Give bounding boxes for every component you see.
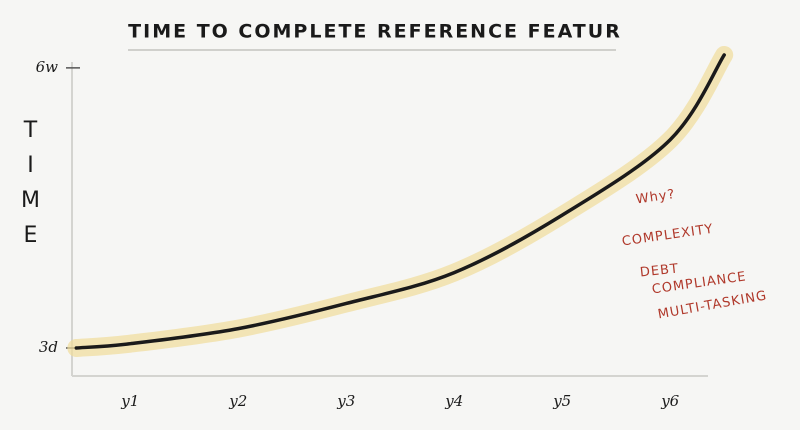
x-tick-label: y4 [444, 392, 463, 410]
chart-title: TIME TO COMPLETE REFERENCE FEATUR [128, 21, 622, 43]
x-tick-label: y1 [120, 392, 139, 410]
y-tick-label: 3d [39, 338, 58, 356]
highlight-band [67, 45, 734, 357]
x-tick-label: y5 [552, 392, 571, 410]
y-axis-label: TIME [18, 118, 43, 258]
x-tick-label: y3 [336, 392, 355, 410]
y-tick-label: 6w [36, 58, 59, 76]
annotation: Why? [635, 187, 676, 207]
line [74, 53, 726, 350]
x-tick-label: y2 [228, 392, 247, 410]
x-tick-label: y6 [660, 392, 679, 410]
annotation: COMPLEXITY [621, 222, 715, 250]
annotation: DEBT [639, 261, 679, 280]
